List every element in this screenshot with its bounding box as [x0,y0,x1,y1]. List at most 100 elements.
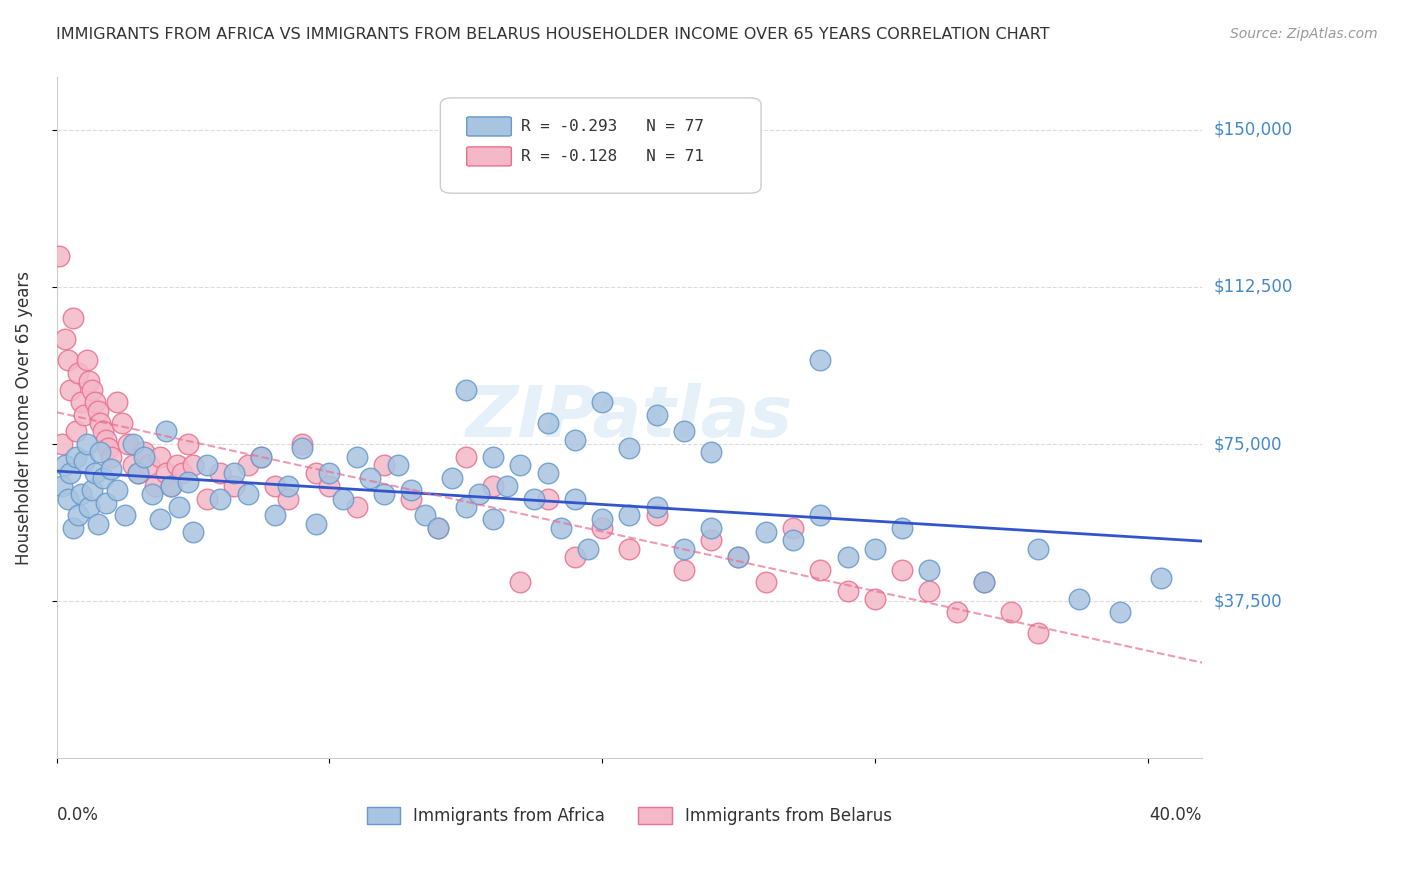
Point [117,437,139,451]
Point [277,479,299,493]
Point [591,512,613,526]
Point [127,467,149,481]
Point [536,491,558,506]
Point [291,442,314,456]
Point [155,425,177,439]
Point [51,479,73,493]
Point [160,479,183,493]
Point [56,353,79,368]
Point [76,437,98,451]
Point [80,483,103,497]
Point [359,470,381,484]
Point [346,500,368,514]
Point [79,500,101,514]
Point [536,467,558,481]
Point [195,458,218,472]
Y-axis label: Householder Income Over 65 years: Householder Income Over 65 years [15,271,32,565]
Point [91,425,114,439]
Point [70,395,93,409]
Point [619,508,641,523]
Point [536,416,558,430]
Text: 40.0%: 40.0% [1150,806,1202,824]
Point [97,442,120,456]
Point [73,408,96,422]
Point [346,450,368,464]
Point [482,512,505,526]
Point [114,508,136,523]
Point [645,500,668,514]
Point [111,416,134,430]
Point [1069,592,1091,607]
Point [332,491,354,506]
Point [973,575,995,590]
Point [509,575,531,590]
Point [918,583,941,598]
Point [700,445,723,459]
Point [76,353,98,368]
Point [170,467,193,481]
Point [122,458,145,472]
Point [65,425,87,439]
Point [645,408,668,422]
Point [263,508,285,523]
Point [755,575,778,590]
Point [454,383,477,397]
Point [1028,625,1050,640]
Point [160,479,183,493]
Point [70,487,93,501]
Point [53,458,76,472]
Point [56,491,79,506]
Point [672,425,695,439]
Point [1109,605,1132,619]
Point [86,516,108,531]
Point [62,311,84,326]
Point [727,550,749,565]
Text: R = -0.128   N = 71: R = -0.128 N = 71 [520,149,703,164]
Point [277,491,299,506]
Point [181,524,204,539]
Point [86,403,108,417]
Point [195,491,218,506]
Point [250,450,273,464]
Point [132,445,155,459]
Text: IMMIGRANTS FROM AFRICA VS IMMIGRANTS FROM BELARUS HOUSEHOLDER INCOME OVER 65 YEA: IMMIGRANTS FROM AFRICA VS IMMIGRANTS FRO… [56,27,1050,42]
Point [62,521,84,535]
Text: $37,500: $37,500 [1213,592,1282,610]
Point [73,454,96,468]
Point [48,248,70,262]
Point [782,521,804,535]
Point [837,583,859,598]
Point [918,563,941,577]
Point [149,450,172,464]
Point [564,491,586,506]
Point [808,353,831,368]
Point [67,366,90,380]
Point [53,332,76,346]
Point [83,467,105,481]
Text: Source: ZipAtlas.com: Source: ZipAtlas.com [1230,27,1378,41]
Point [700,533,723,548]
Point [468,487,491,501]
Point [100,450,122,464]
Point [89,445,111,459]
Point [132,450,155,464]
Point [59,383,82,397]
Point [94,433,117,447]
Point [591,395,613,409]
Point [141,487,163,501]
Point [700,521,723,535]
Point [250,450,273,464]
Point [222,467,245,481]
Point [236,487,259,501]
Point [122,437,145,451]
Point [427,521,450,535]
FancyBboxPatch shape [467,147,512,166]
Point [1150,571,1173,585]
Point [181,458,204,472]
Text: ZIPatlas: ZIPatlas [465,384,793,452]
Point [176,475,198,489]
Point [973,575,995,590]
Point [209,467,232,481]
Text: $112,500: $112,500 [1213,278,1292,296]
Point [373,458,395,472]
